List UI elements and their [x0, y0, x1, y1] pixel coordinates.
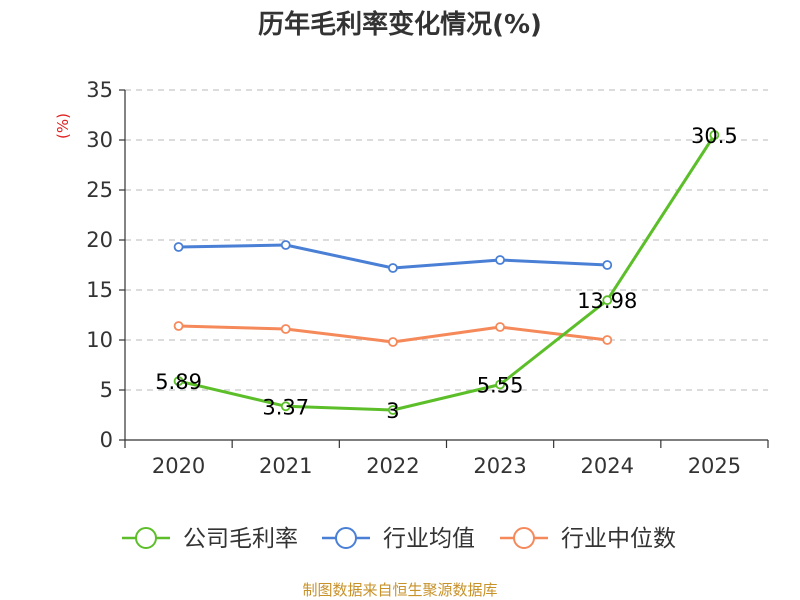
x-tick-label-2020: 2020 [152, 454, 205, 478]
chart-title: 历年毛利率变化情况(%) [258, 9, 542, 40]
grid-lines [125, 89, 768, 391]
legend-label: 公司毛利率 [183, 526, 298, 552]
legend-item-0[interactable]: 公司毛利率 [122, 526, 298, 552]
y-tick-label: 35 [86, 78, 113, 102]
x-tick-label-2025: 2025 [688, 454, 741, 478]
data-point[interactable] [173, 376, 184, 387]
x-tick-label-2024: 2024 [581, 454, 634, 478]
x-tick-label-2021: 2021 [259, 454, 312, 478]
data-point[interactable] [495, 379, 505, 390]
data-point[interactable] [495, 255, 505, 265]
series-line-0 [178, 134, 716, 412]
y-tick-label: 10 [86, 328, 113, 352]
data-point[interactable] [173, 321, 184, 331]
y-axis-unit: (%) [54, 113, 72, 139]
data-point[interactable] [602, 260, 613, 270]
data-source-note: 制图数据来自恒生聚源数据库 [302, 581, 497, 599]
series-2 [173, 321, 613, 347]
data-point[interactable] [280, 240, 291, 250]
data-label: 13.98 [577, 289, 637, 313]
data-point[interactable] [388, 405, 398, 415]
legend-item-2[interactable]: 行业中位数 [500, 526, 676, 552]
legend-label: 行业中位数 [561, 526, 676, 552]
y-tick-label: 5 [100, 378, 113, 402]
x-tick-label-2023: 2023 [473, 454, 526, 478]
data-point[interactable] [709, 130, 720, 140]
series-0: 5.89 3.37 3 5.55 13.98 30.5 [155, 124, 738, 423]
data-label: 5.55 [477, 374, 524, 398]
legend-marker [135, 527, 157, 549]
legend-marker [335, 527, 357, 549]
data-label: 3.37 [262, 395, 309, 419]
legend[interactable]: 公司毛利率 行业均值 行业中位数 [122, 526, 676, 552]
data-point[interactable] [602, 295, 613, 306]
y-tick-label: 20 [86, 228, 113, 252]
data-point[interactable] [495, 322, 505, 332]
y-tick-label: 15 [86, 278, 113, 302]
data-label: 3 [386, 399, 399, 423]
x-tick-label-2022: 2022 [366, 454, 419, 478]
data-point[interactable] [173, 242, 184, 252]
legend-label: 行业均值 [383, 526, 475, 552]
series-layer: 5.89 3.37 3 5.55 13.98 30.5 [155, 124, 738, 423]
legend-item-1[interactable]: 行业均值 [322, 526, 475, 552]
data-point[interactable] [280, 324, 291, 334]
y-tick-label: 25 [86, 178, 113, 202]
data-label: 5.89 [155, 370, 202, 394]
series-1 [173, 240, 613, 273]
data-point[interactable] [388, 337, 398, 347]
data-point[interactable] [280, 401, 291, 412]
data-point[interactable] [602, 335, 613, 345]
y-tick-label: 0 [100, 428, 113, 452]
y-tick-label: 30 [86, 128, 113, 152]
data-label: 30.5 [691, 124, 738, 148]
legend-marker [513, 527, 535, 549]
data-point[interactable] [388, 263, 398, 273]
